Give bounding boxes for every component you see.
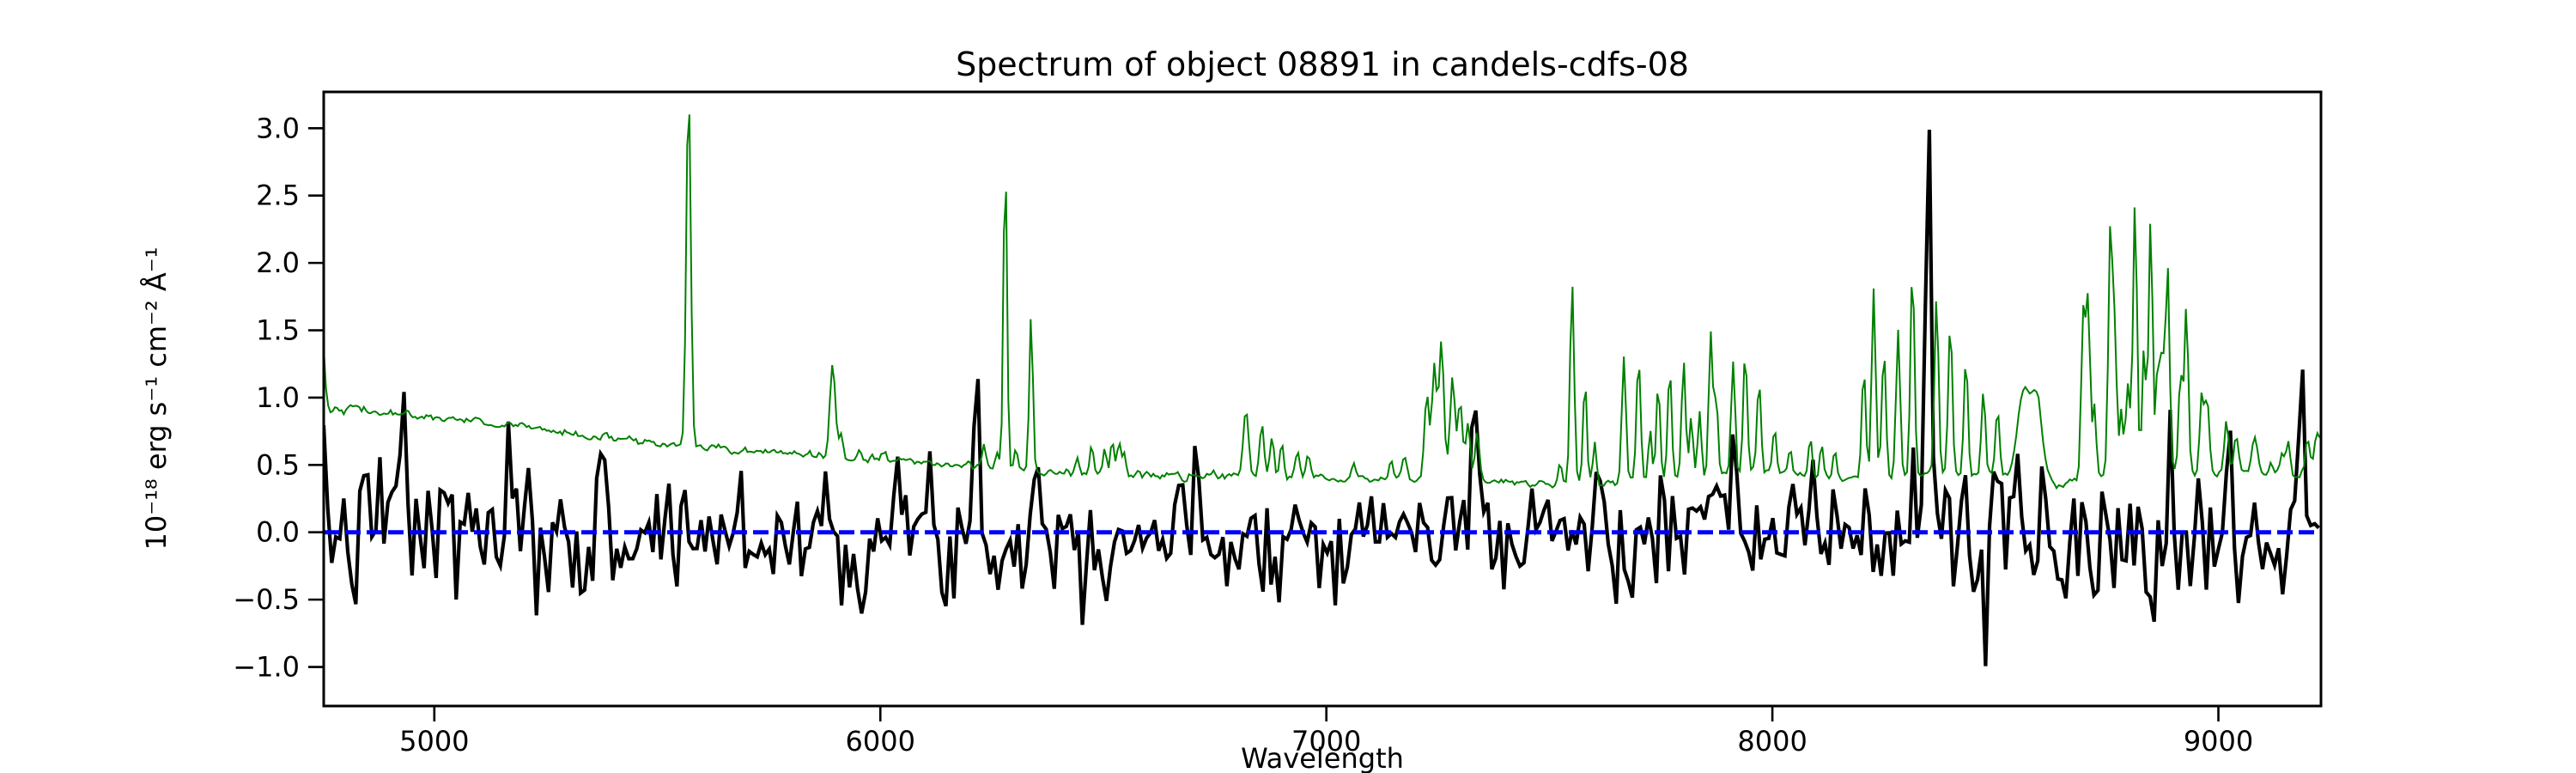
y-tick-label: 0.5 bbox=[256, 448, 300, 481]
y-tick-label: 2.5 bbox=[256, 180, 300, 212]
plot-area-border bbox=[322, 90, 2323, 708]
y-tick-label: −1.0 bbox=[233, 651, 300, 684]
y-tick-label: 2.0 bbox=[256, 247, 300, 279]
x-tick-label: 7000 bbox=[1291, 725, 1361, 758]
x-tick-label: 6000 bbox=[846, 725, 915, 758]
chart-title: Spectrum of object 08891 in candels-cdfs… bbox=[956, 46, 1689, 83]
x-tick-label: 5000 bbox=[399, 725, 469, 758]
tick-layer: 5000 6000 7000 8000 9000 3.0 2.5 2.0 1.5 1.0 0.5 0.… bbox=[233, 112, 2253, 758]
y-tick-label: 3.0 bbox=[256, 112, 300, 144]
y-tick-label: 1.0 bbox=[256, 381, 300, 414]
y-tick-label: 1.5 bbox=[256, 314, 300, 347]
x-tick-label: 8000 bbox=[1737, 725, 1807, 758]
x-tick-label: 9000 bbox=[2184, 725, 2253, 758]
x-axis-label: Wavelength bbox=[1241, 742, 1404, 773]
sky-noise-line bbox=[324, 114, 2321, 490]
flux-line bbox=[324, 129, 2320, 666]
y-tick-label: 0.0 bbox=[256, 516, 300, 549]
series-layer bbox=[324, 114, 2321, 666]
y-tick-label: −0.5 bbox=[233, 583, 300, 616]
y-axis-label: 10⁻¹⁸ erg s⁻¹ cm⁻² Å⁻¹ bbox=[140, 247, 173, 550]
